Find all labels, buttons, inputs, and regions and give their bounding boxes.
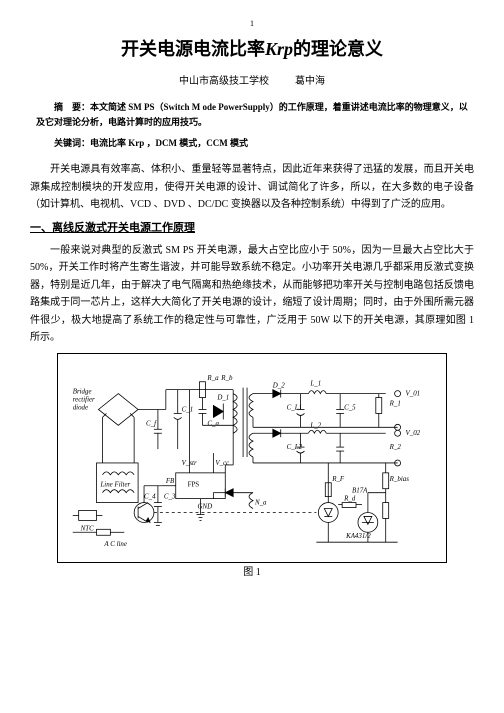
lbl-na: N_a bbox=[254, 499, 267, 506]
para-1: 一般来说对典型的反激式 SM PS 开关电源，最大占空比应小于 50%，因为一旦… bbox=[30, 242, 474, 347]
title-var: Krp bbox=[265, 39, 293, 59]
lbl-c1: C_1 bbox=[182, 406, 194, 413]
lbl-r1: R_1 bbox=[389, 400, 401, 407]
abstract-label: 摘 要： bbox=[54, 102, 90, 112]
page-number: 1 bbox=[30, 18, 474, 31]
lbl-v01: V_01 bbox=[406, 390, 421, 397]
lbl-cl1: C_L1 bbox=[287, 404, 302, 411]
lbl-gnd: GND bbox=[198, 503, 213, 510]
page-title: 开关电源电流比率Krp的理论意义 bbox=[30, 35, 474, 64]
affiliation: 中山市高级技工学校 bbox=[179, 76, 269, 87]
intro-paragraph: 开关电源具有效率高、体积小、重量轻等显著特点，因此近年来获得了迅猛的发展，而且开… bbox=[30, 161, 474, 214]
lbl-vstr: V_str bbox=[182, 460, 197, 467]
keywords-text: 电流比率 Krp ，DCM 模式，CCM 模式 bbox=[90, 138, 248, 148]
lbl-fb: FB bbox=[165, 477, 175, 484]
lbl-vcc: V_cc bbox=[215, 460, 229, 467]
figure-1: Bridge rectifier diode Line Filter NTC A… bbox=[57, 353, 447, 563]
lbl-cl2: C_L2 bbox=[287, 444, 303, 451]
title-pre: 开关电源电流比率 bbox=[121, 39, 265, 59]
abstract: 摘 要：本文简述 SM PS（Switch M ode PowerSupply）… bbox=[36, 100, 468, 131]
author: 葛中海 bbox=[295, 76, 325, 87]
lbl-l2: L_2 bbox=[309, 422, 321, 429]
lbl-ca: C_a bbox=[207, 420, 219, 427]
abstract-text: 本文简述 SM PS（Switch M ode PowerSupply）的工作原… bbox=[36, 102, 468, 127]
lbl-ra: R_a bbox=[206, 374, 219, 381]
lbl-cf: C_f bbox=[146, 420, 157, 427]
author-line: 中山市高级技工学校 葛中海 bbox=[30, 74, 474, 90]
lbl-bridge2: rectifier bbox=[73, 396, 95, 403]
lbl-ka431: KA431/2 bbox=[345, 533, 371, 540]
lbl-c5: C_5 bbox=[344, 404, 356, 411]
lbl-acline: A C line bbox=[103, 541, 127, 548]
lbl-l1: L_1 bbox=[309, 380, 321, 387]
lbl-linefilter: Line Filter bbox=[99, 481, 130, 488]
lbl-rd: R_d bbox=[343, 495, 356, 502]
figure-1-caption: 图 1 bbox=[30, 565, 474, 581]
lbl-rf: R_F bbox=[331, 475, 345, 482]
lbl-ntc: NTC bbox=[80, 525, 94, 532]
keywords: 关键词：电流比率 Krp ，DCM 模式，CCM 模式 bbox=[36, 136, 468, 151]
lbl-bridge: Bridge bbox=[73, 388, 92, 395]
lbl-rb: R_b bbox=[220, 374, 233, 381]
lbl-fps: FPS bbox=[188, 481, 200, 488]
schematic-svg: Bridge rectifier diode Line Filter NTC A… bbox=[58, 354, 446, 562]
lbl-d2: D_2 bbox=[272, 382, 285, 389]
lbl-rbias: R_bias bbox=[389, 475, 410, 482]
title-post: 的理论意义 bbox=[293, 39, 383, 59]
lbl-c4: C_4 bbox=[144, 493, 156, 500]
lbl-b17a: B17A bbox=[352, 487, 368, 494]
lbl-r2: R_2 bbox=[389, 444, 402, 451]
lbl-bridge3: diode bbox=[73, 404, 88, 411]
lbl-c3: C_3 bbox=[164, 493, 176, 500]
section-1-heading: 一、离线反激式开关电源工作原理 bbox=[30, 220, 474, 238]
keywords-label: 关键词： bbox=[54, 138, 90, 148]
lbl-v02: V_02 bbox=[406, 430, 421, 437]
lbl-d1: D_1 bbox=[216, 394, 229, 401]
